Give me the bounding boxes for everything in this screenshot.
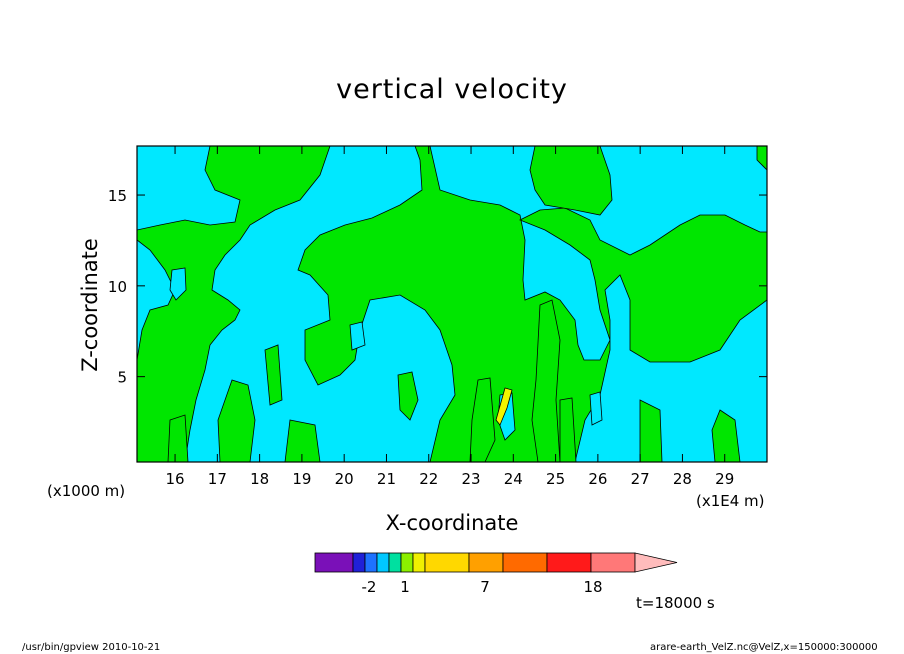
footer-left: /usr/bin/gpview 2010-10-21 — [22, 642, 161, 653]
x-tick-label: 19 — [292, 470, 311, 488]
colorbar: -2 1 7 18 — [314, 552, 678, 596]
contour-region-green — [297, 146, 767, 462]
footer-right: arare-earth_VelZ.nc@VelZ,x=150000:300000 — [650, 642, 878, 653]
contour-region-cyan — [169, 267, 187, 301]
x-tick-label: 26 — [588, 470, 607, 488]
x-ticks: 16 17 18 19 20 21 22 23 24 25 26 27 28 29 — [166, 146, 734, 488]
colorbar-label: 7 — [480, 578, 490, 596]
colorbar-swatch — [590, 552, 636, 573]
x-unit-left: (x1000 m) — [47, 482, 125, 500]
contour-region-green — [217, 379, 256, 462]
chart-title: vertical velocity — [336, 74, 568, 105]
x-axis-label: X-coordinate — [385, 511, 519, 535]
contour-region-green — [397, 371, 419, 421]
time-label: t=18000 s — [636, 594, 715, 612]
y-ticks: 5 10 15 — [108, 187, 767, 387]
colorbar-swatch — [468, 552, 504, 573]
x-tick-label: 20 — [335, 470, 354, 488]
colorbar-label: 18 — [583, 578, 602, 596]
colorbar-label: -2 — [362, 578, 377, 596]
contour-region-yellow — [495, 387, 513, 426]
y-tick-label: 5 — [117, 369, 127, 387]
colorbar-swatch — [546, 552, 592, 573]
colorbar-swatch — [376, 552, 390, 573]
x-tick-label: 24 — [504, 470, 523, 488]
contour-region-green — [137, 146, 241, 231]
contour-region-green — [711, 409, 741, 462]
x-tick-label: 18 — [250, 470, 269, 488]
colorbar-swatch — [388, 552, 402, 573]
contour-region-cyan — [349, 321, 366, 351]
y-tick-label: 10 — [108, 278, 127, 296]
x-tick-label: 22 — [419, 470, 438, 488]
colorbar-swatch — [352, 552, 366, 573]
x-tick-label: 27 — [631, 470, 650, 488]
x-unit-right: (x1E4 m) — [696, 492, 765, 510]
contour-region-green — [531, 299, 561, 462]
colorbar-swatch — [400, 552, 414, 573]
contour-region-green — [529, 146, 613, 216]
x-tick-label: 25 — [546, 470, 565, 488]
contour-region-green — [167, 414, 189, 462]
contour-region-green — [639, 399, 663, 462]
contour-region-green — [469, 377, 496, 462]
colorbar-swatch — [314, 552, 354, 573]
colorbar-label: 1 — [400, 578, 410, 596]
contour-region-green — [137, 146, 331, 462]
contour-region-green — [264, 344, 283, 406]
x-tick-label: 29 — [715, 470, 734, 488]
contour-regions — [137, 146, 767, 462]
colorbar-swatch — [412, 552, 426, 573]
contour-region-cyan — [589, 391, 603, 426]
colorbar-swatch — [424, 552, 470, 573]
colorbar-swatch — [364, 552, 378, 573]
contour-region-green — [284, 419, 321, 462]
colorbar-extension-arrow — [634, 552, 678, 573]
colorbar-swatch — [502, 552, 548, 573]
contour-region-green — [559, 397, 577, 462]
y-tick-label: 15 — [108, 187, 127, 205]
plot-frame — [136, 145, 768, 463]
x-tick-label: 23 — [461, 470, 480, 488]
x-tick-label: 28 — [673, 470, 692, 488]
x-tick-label: 17 — [208, 470, 227, 488]
x-tick-label: 21 — [377, 470, 396, 488]
x-tick-label: 16 — [166, 470, 185, 488]
